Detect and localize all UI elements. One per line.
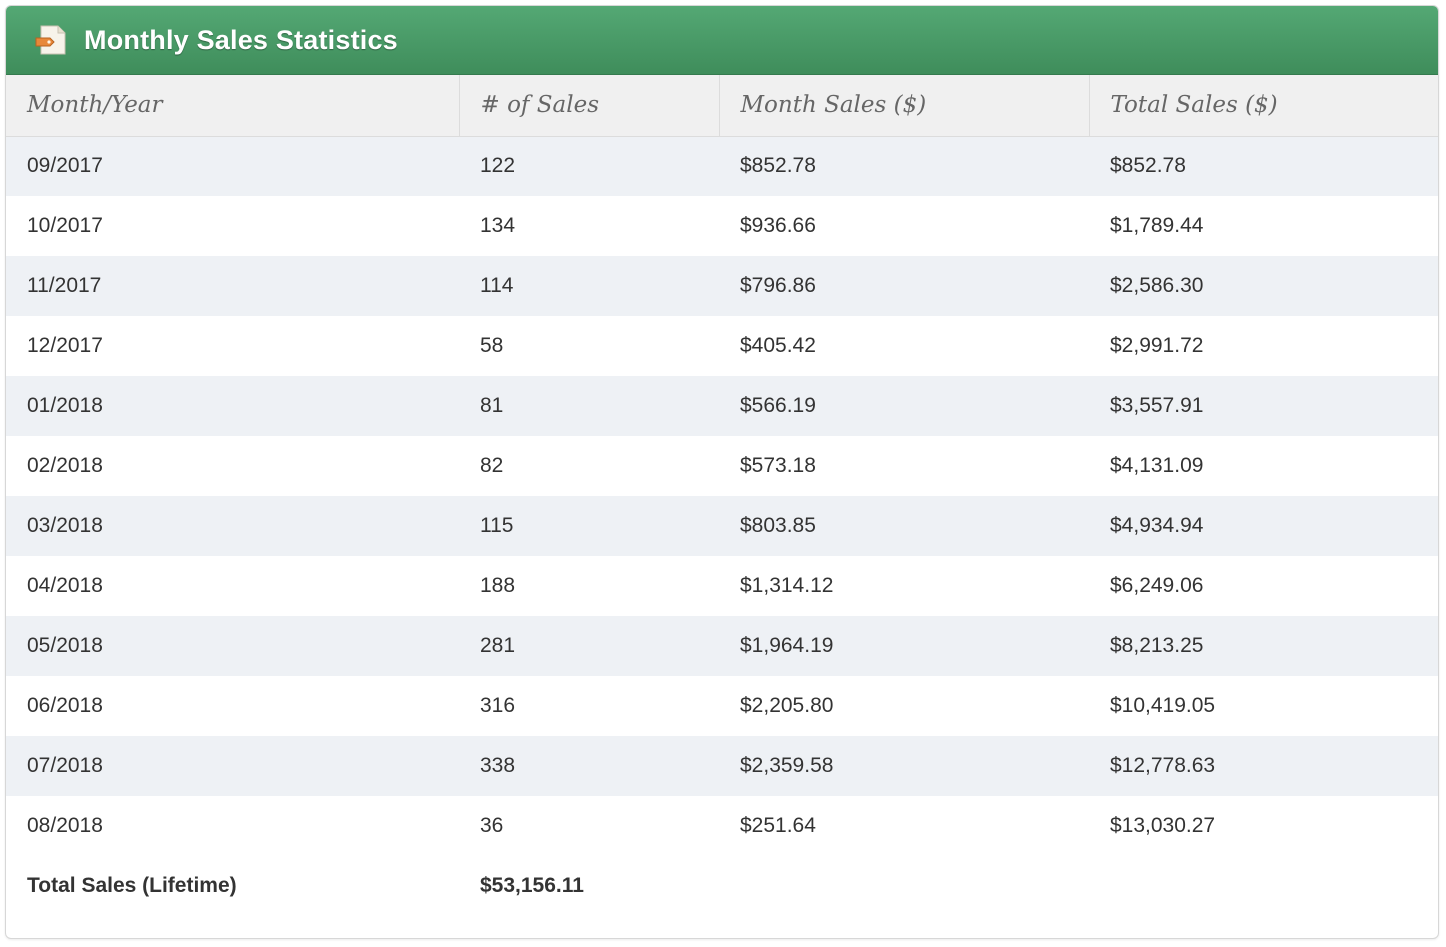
cell-month-year: 01/2018 [6,376,459,436]
lifetime-total-value: $53,156.11 [459,856,719,916]
panel-header: Monthly Sales Statistics [6,6,1438,75]
table-header-row: Month/Year # of Sales Month Sales ($) To… [6,75,1438,137]
table-row: 05/2018 281 $1,964.19 $8,213.25 [6,616,1438,676]
cell-total-sales: $1,789.44 [1089,196,1438,256]
table-row: 04/2018 188 $1,314.12 $6,249.06 [6,556,1438,616]
cell-month-year: 07/2018 [6,736,459,796]
column-header-month-sales: Month Sales ($) [718,75,1089,137]
cell-month-sales: $2,205.80 [719,676,1089,736]
cell-month-sales: $566.19 [719,376,1089,436]
cell-number-of-sales: 338 [459,736,719,796]
table-row: 01/2018 81 $566.19 $3,557.91 [6,376,1438,436]
column-header-month-year: Month/Year [6,75,459,137]
cell-month-year: 02/2018 [6,436,459,496]
cell-month-sales: $573.18 [719,436,1089,496]
cell-number-of-sales: 114 [459,256,719,316]
lifetime-total-label: Total Sales (Lifetime) [6,856,459,916]
cell-month-year: 04/2018 [6,556,459,616]
cell-number-of-sales: 58 [459,316,719,376]
cell-month-sales: $405.42 [719,316,1089,376]
cell-total-sales: $12,778.63 [1089,736,1438,796]
cell-month-sales: $251.64 [719,796,1089,856]
cell-number-of-sales: 188 [459,556,719,616]
table-row: 09/2017 122 $852.78 $852.78 [6,136,1438,196]
cell-month-year: 08/2018 [6,796,459,856]
cell-total-sales: $8,213.25 [1089,616,1438,676]
cell-number-of-sales: 134 [459,196,719,256]
cell-month-year: 05/2018 [6,616,459,676]
cell-month-sales: $1,314.12 [719,556,1089,616]
cell-number-of-sales: 316 [459,676,719,736]
panel-title: Monthly Sales Statistics [84,24,398,55]
cell-month-year: 03/2018 [6,496,459,556]
cell-number-of-sales: 115 [459,496,719,556]
empty-cell [719,856,1089,916]
cell-month-year: 11/2017 [6,256,459,316]
table-row: 10/2017 134 $936.66 $1,789.44 [6,196,1438,256]
monthly-sales-panel: Monthly Sales Statistics Month/Year # of… [5,5,1439,939]
cell-total-sales: $852.78 [1089,136,1438,196]
cell-number-of-sales: 36 [459,796,719,856]
cell-month-sales: $852.78 [719,136,1089,196]
sales-table: Month/Year # of Sales Month Sales ($) To… [6,75,1438,916]
cell-month-year: 06/2018 [6,676,459,736]
cell-month-sales: $1,964.19 [719,616,1089,676]
column-header-number-of-sales: # of Sales [458,75,719,137]
cell-total-sales: $4,934.94 [1089,496,1438,556]
table-row: 03/2018 115 $803.85 $4,934.94 [6,496,1438,556]
table-row: 08/2018 36 $251.64 $13,030.27 [6,796,1438,856]
cell-total-sales: $2,586.30 [1089,256,1438,316]
cell-total-sales: $3,557.91 [1089,376,1438,436]
table-footer-row: Total Sales (Lifetime) $53,156.11 [6,856,1438,916]
cell-month-sales: $936.66 [719,196,1089,256]
cell-month-year: 09/2017 [6,136,459,196]
cell-total-sales: $4,131.09 [1089,436,1438,496]
cell-total-sales: $2,991.72 [1089,316,1438,376]
table-row: 02/2018 82 $573.18 $4,131.09 [6,436,1438,496]
cell-total-sales: $6,249.06 [1089,556,1438,616]
column-header-total-sales: Total Sales ($) [1088,75,1438,137]
cell-number-of-sales: 122 [459,136,719,196]
table-row: 12/2017 58 $405.42 $2,991.72 [6,316,1438,376]
cell-month-year: 12/2017 [6,316,459,376]
cell-number-of-sales: 81 [459,376,719,436]
empty-cell [1089,856,1438,916]
document-tag-icon [34,24,68,56]
cell-total-sales: $10,419.05 [1089,676,1438,736]
cell-month-year: 10/2017 [6,196,459,256]
cell-number-of-sales: 281 [459,616,719,676]
cell-month-sales: $2,359.58 [719,736,1089,796]
table-row: 07/2018 338 $2,359.58 $12,778.63 [6,736,1438,796]
cell-total-sales: $13,030.27 [1089,796,1438,856]
cell-number-of-sales: 82 [459,436,719,496]
cell-month-sales: $796.86 [719,256,1089,316]
table-row: 06/2018 316 $2,205.80 $10,419.05 [6,676,1438,736]
cell-month-sales: $803.85 [719,496,1089,556]
table-row: 11/2017 114 $796.86 $2,586.30 [6,256,1438,316]
